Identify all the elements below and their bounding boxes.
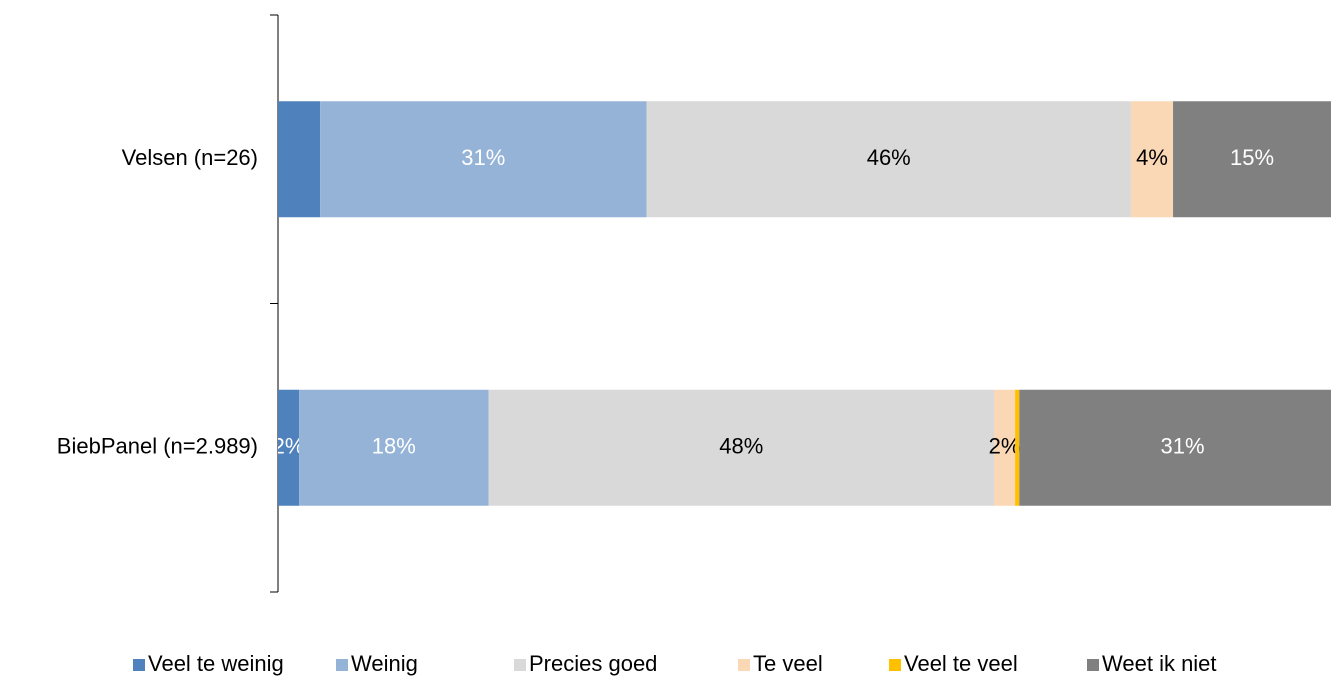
bar-segment [278,101,321,218]
legend-label: Veel te weinig [148,651,284,676]
bar-segment [299,389,489,506]
data-label: 31% [1161,434,1205,459]
data-label: 15% [1230,145,1274,170]
data-label: 46% [867,145,911,170]
y-tick-label: Velsen (n=26) [122,145,258,170]
legend-swatch [738,659,750,671]
legend-label: Weinig [351,651,418,676]
y-tick-label: BiebPanel (n=2.989) [57,434,258,459]
bar-segment [278,389,300,506]
bar-segment [1173,101,1331,218]
data-label: 4% [1136,145,1168,170]
data-label: 31% [461,145,505,170]
legend-swatch [133,659,145,671]
plot-area: 31% 46% 4% 15%2% 18% 48% 2% 31% [278,101,1331,506]
legend-swatch [336,659,348,671]
data-label: 18% [372,434,416,459]
legend-swatch [1087,659,1099,671]
bar-segment [1130,101,1174,218]
bar-segment [1015,389,1020,506]
data-label: 48% [719,434,763,459]
legend-label: Precies goed [529,651,657,676]
legend-swatch [514,659,526,671]
bar-segment [1019,389,1331,506]
legend-label: Te veel [753,651,823,676]
bar-segment [320,101,647,218]
bar-segment [646,101,1131,218]
bar-segment [994,389,1016,506]
bar-segment [488,389,995,506]
legend-label: Veel te veel [904,651,1018,676]
legend-swatch [889,659,901,671]
legend-label: Weet ik niet [1102,651,1217,676]
